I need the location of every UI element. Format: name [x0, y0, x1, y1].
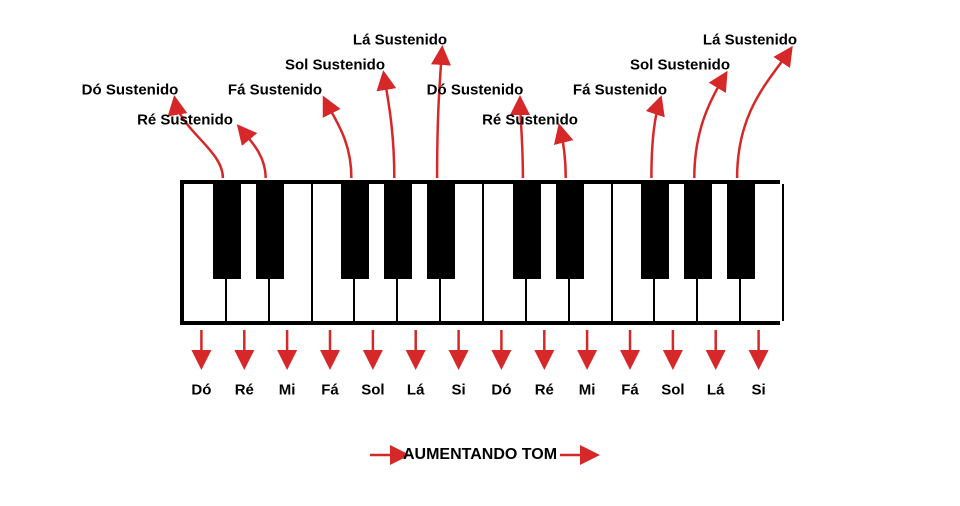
white-note-label: Si [452, 382, 466, 399]
white-note-label: Dó [191, 382, 211, 399]
white-note-label: Mi [579, 382, 596, 399]
white-note-label: Fá [321, 382, 339, 399]
black-key [384, 184, 412, 279]
black-key [341, 184, 369, 279]
white-note-label: Fá [621, 382, 639, 399]
black-key [256, 184, 284, 279]
black-key [727, 184, 755, 279]
black-key [684, 184, 712, 279]
legend-text: AUMENTANDO TOM [403, 446, 557, 464]
black-key [556, 184, 584, 279]
piano-keyboard [180, 180, 780, 325]
black-note-label: Sol Sustenido [630, 57, 730, 74]
white-note-label: Ré [235, 382, 254, 399]
black-note-label: Ré Sustenido [137, 112, 233, 129]
black-key [213, 184, 241, 279]
black-note-label: Dó Sustenido [82, 82, 179, 99]
black-note-label: Lá Sustenido [703, 32, 797, 49]
white-note-label: Dó [491, 382, 511, 399]
white-note-label: Ré [535, 382, 554, 399]
black-key [513, 184, 541, 279]
white-note-label: Mi [279, 382, 296, 399]
black-note-label: Lá Sustenido [353, 32, 447, 49]
black-note-label: Ré Sustenido [482, 112, 578, 129]
black-key [641, 184, 669, 279]
black-note-label: Dó Sustenido [427, 82, 524, 99]
white-note-label: Lá [707, 382, 725, 399]
black-key [427, 184, 455, 279]
black-note-label: Sol Sustenido [285, 57, 385, 74]
white-note-label: Sol [361, 382, 384, 399]
white-note-label: Si [752, 382, 766, 399]
black-note-label: Fá Sustenido [573, 82, 667, 99]
white-note-label: Lá [407, 382, 425, 399]
black-note-label: Fá Sustenido [228, 82, 322, 99]
white-note-label: Sol [661, 382, 684, 399]
